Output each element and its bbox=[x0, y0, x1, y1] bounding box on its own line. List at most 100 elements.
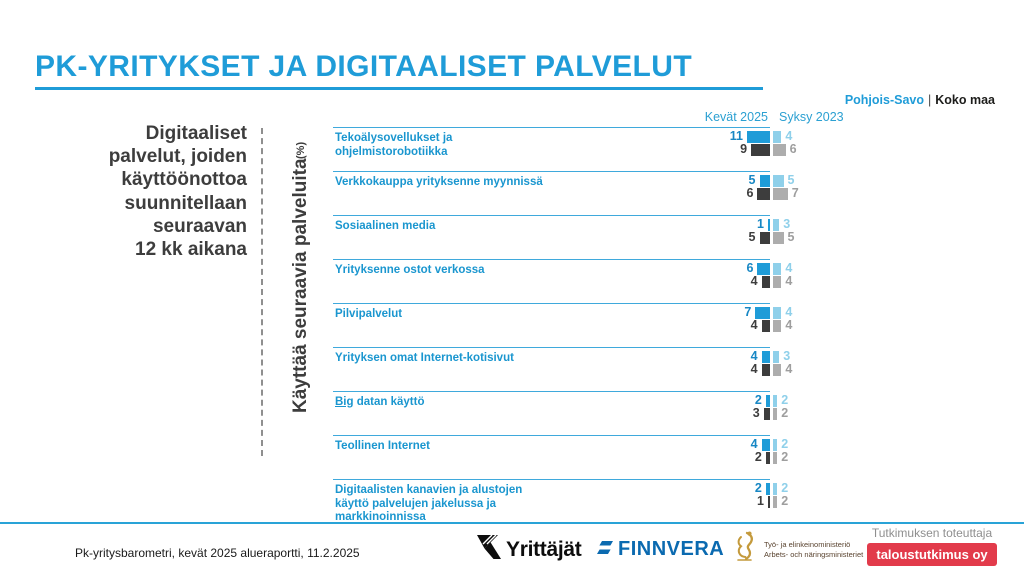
region-primary: Pohjois-Savo bbox=[844, 93, 924, 107]
value-syksy-2023-pohjois_savo: 4 bbox=[785, 129, 793, 144]
syksy-cell-pohjois_savo: 3 bbox=[773, 218, 790, 231]
region-secondary: Koko maa bbox=[935, 93, 995, 107]
value-kevat-2025-koko_maa: 6 bbox=[746, 186, 754, 201]
bar-chart: Kevät 2025 Syksy 2023 Tekoälysovellukset… bbox=[333, 110, 1000, 523]
bar-kevat-2025-pohjois_savo bbox=[765, 394, 770, 407]
bar-syksy-2023-koko_maa bbox=[773, 451, 778, 464]
bar-kevat-2025-koko_maa bbox=[759, 231, 770, 244]
y-axis-label: Käyttää seuraavia palveluita (%) bbox=[286, 115, 316, 440]
bar-syksy-2023-pohjois_savo bbox=[773, 350, 780, 363]
value-syksy-2023-koko_maa: 7 bbox=[791, 186, 799, 201]
value-syksy-2023-koko_maa: 2 bbox=[781, 494, 789, 509]
value-kevat-2025-pohjois_savo: 4 bbox=[750, 437, 758, 452]
kevat-cell-pohjois_savo: 4 bbox=[583, 350, 770, 363]
region-selector: Pohjois-Savo | Koko maa bbox=[845, 93, 995, 107]
category-label: Pilvipalvelut bbox=[335, 308, 403, 320]
syksy-cell-pohjois_savo: 5 bbox=[773, 174, 794, 187]
chart-row: Digitaalisten kanavien ja alustojen käyt… bbox=[333, 479, 1000, 523]
ministry-logo: Työ- ja elinkeinoministeriö Arbets- och … bbox=[733, 530, 863, 569]
category-label: Sosiaalinen media bbox=[335, 220, 436, 232]
value-kevat-2025-koko_maa: 4 bbox=[750, 362, 758, 377]
value-kevat-2025-koko_maa: 5 bbox=[748, 230, 756, 245]
bar-syksy-2023-pohjois_savo bbox=[773, 482, 778, 495]
value-syksy-2023-pohjois_savo: 4 bbox=[785, 305, 793, 320]
category-label: Yrityksen omat Internet-kotisivut bbox=[335, 352, 514, 364]
value-syksy-2023-koko_maa: 2 bbox=[781, 450, 789, 465]
value-kevat-2025-koko_maa: 3 bbox=[752, 406, 760, 421]
bar-kevat-2025-pohjois_savo bbox=[757, 262, 770, 275]
chart-row: Sosiaalinen media 1 3 5 5 bbox=[333, 215, 1000, 259]
value-syksy-2023-pohjois_savo: 3 bbox=[783, 217, 791, 232]
chart-row: Yrityksen omat Internet-kotisivut 4 3 4 4 bbox=[333, 347, 1000, 391]
bar-syksy-2023-pohjois_savo bbox=[773, 218, 780, 231]
syksy-cell-pohjois_savo: 4 bbox=[773, 262, 792, 275]
bar-kevat-2025-pohjois_savo bbox=[765, 482, 770, 495]
bar-kevat-2025-koko_maa bbox=[763, 407, 770, 420]
bar-syksy-2023-pohjois_savo bbox=[773, 306, 782, 319]
value-syksy-2023-pohjois_savo: 2 bbox=[781, 393, 789, 408]
value-syksy-2023-koko_maa: 2 bbox=[781, 406, 789, 421]
page-title: PK-YRITYKSET JA DIGITAALISET PALVELUT bbox=[35, 50, 693, 83]
bar-kevat-2025-pohjois_savo bbox=[759, 174, 770, 187]
value-syksy-2023-pohjois_savo: 5 bbox=[787, 173, 795, 188]
syksy-cell-koko_maa: 4 bbox=[773, 363, 792, 376]
kevat-cell-koko_maa: 3 bbox=[583, 407, 770, 420]
source-note: Pk-yritysbarometri, kevät 2025 aluerapor… bbox=[75, 546, 360, 560]
syksy-cell-koko_maa: 4 bbox=[773, 319, 792, 332]
kevat-cell-koko_maa: 6 bbox=[583, 187, 770, 200]
bar-kevat-2025-koko_maa bbox=[761, 275, 770, 288]
bar-kevat-2025-pohjois_savo bbox=[761, 438, 770, 451]
taloustutkimus-badge: taloustutkimus oy bbox=[867, 543, 997, 566]
bar-syksy-2023-koko_maa bbox=[773, 407, 778, 420]
syksy-cell-koko_maa: 2 bbox=[773, 495, 788, 508]
value-syksy-2023-pohjois_savo: 4 bbox=[785, 261, 793, 276]
syksy-cell-pohjois_savo: 4 bbox=[773, 130, 792, 143]
syksy-cell-koko_maa: 2 bbox=[773, 451, 788, 464]
bar-syksy-2023-koko_maa bbox=[773, 319, 782, 332]
value-syksy-2023-koko_maa: 4 bbox=[785, 362, 793, 377]
value-kevat-2025-pohjois_savo: 1 bbox=[756, 217, 764, 232]
bar-kevat-2025-pohjois_savo bbox=[767, 218, 770, 231]
syksy-cell-pohjois_savo: 4 bbox=[773, 306, 792, 319]
value-kevat-2025-pohjois_savo: 2 bbox=[754, 393, 762, 408]
category-label-underlined-part: Big bbox=[335, 396, 354, 408]
chart-description: Digitaaliset palvelut, joiden käyttöönot… bbox=[108, 123, 247, 260]
yrittajat-logo-text: Yrittäjät bbox=[506, 537, 582, 561]
kevat-cell-pohjois_savo: 2 bbox=[583, 482, 770, 495]
kevat-cell-pohjois_savo: 4 bbox=[583, 438, 770, 451]
kevat-cell-koko_maa: 4 bbox=[583, 319, 770, 332]
kevat-cell-pohjois_savo: 6 bbox=[583, 262, 770, 275]
bar-syksy-2023-koko_maa bbox=[773, 495, 778, 508]
kevat-cell-koko_maa: 2 bbox=[583, 451, 770, 464]
bar-syksy-2023-pohjois_savo bbox=[773, 262, 782, 275]
kevat-cell-koko_maa: 4 bbox=[583, 275, 770, 288]
row-bars: 11 4 9 6 bbox=[583, 127, 797, 171]
syksy-cell-pohjois_savo: 3 bbox=[773, 350, 790, 363]
value-kevat-2025-koko_maa: 4 bbox=[750, 274, 758, 289]
bar-kevat-2025-koko_maa bbox=[751, 143, 770, 156]
category-label: Tekoälysovellukset ja ohjelmistorobotiik… bbox=[335, 132, 453, 158]
value-kevat-2025-pohjois_savo: 2 bbox=[754, 481, 762, 496]
value-kevat-2025-pohjois_savo: 5 bbox=[748, 173, 756, 188]
y-axis-label-text: Käyttää seuraavia palveluita bbox=[290, 158, 311, 414]
kevat-cell-pohjois_savo: 11 bbox=[583, 130, 770, 143]
bar-kevat-2025-koko_maa bbox=[757, 187, 770, 200]
bar-kevat-2025-pohjois_savo bbox=[761, 350, 770, 363]
bar-syksy-2023-koko_maa bbox=[773, 143, 786, 156]
ministry-crest-icon bbox=[733, 530, 757, 569]
syksy-cell-pohjois_savo: 2 bbox=[773, 438, 788, 451]
value-kevat-2025-pohjois_savo: 7 bbox=[744, 305, 752, 320]
legend-kevat-2025: Kevät 2025 bbox=[704, 110, 768, 124]
